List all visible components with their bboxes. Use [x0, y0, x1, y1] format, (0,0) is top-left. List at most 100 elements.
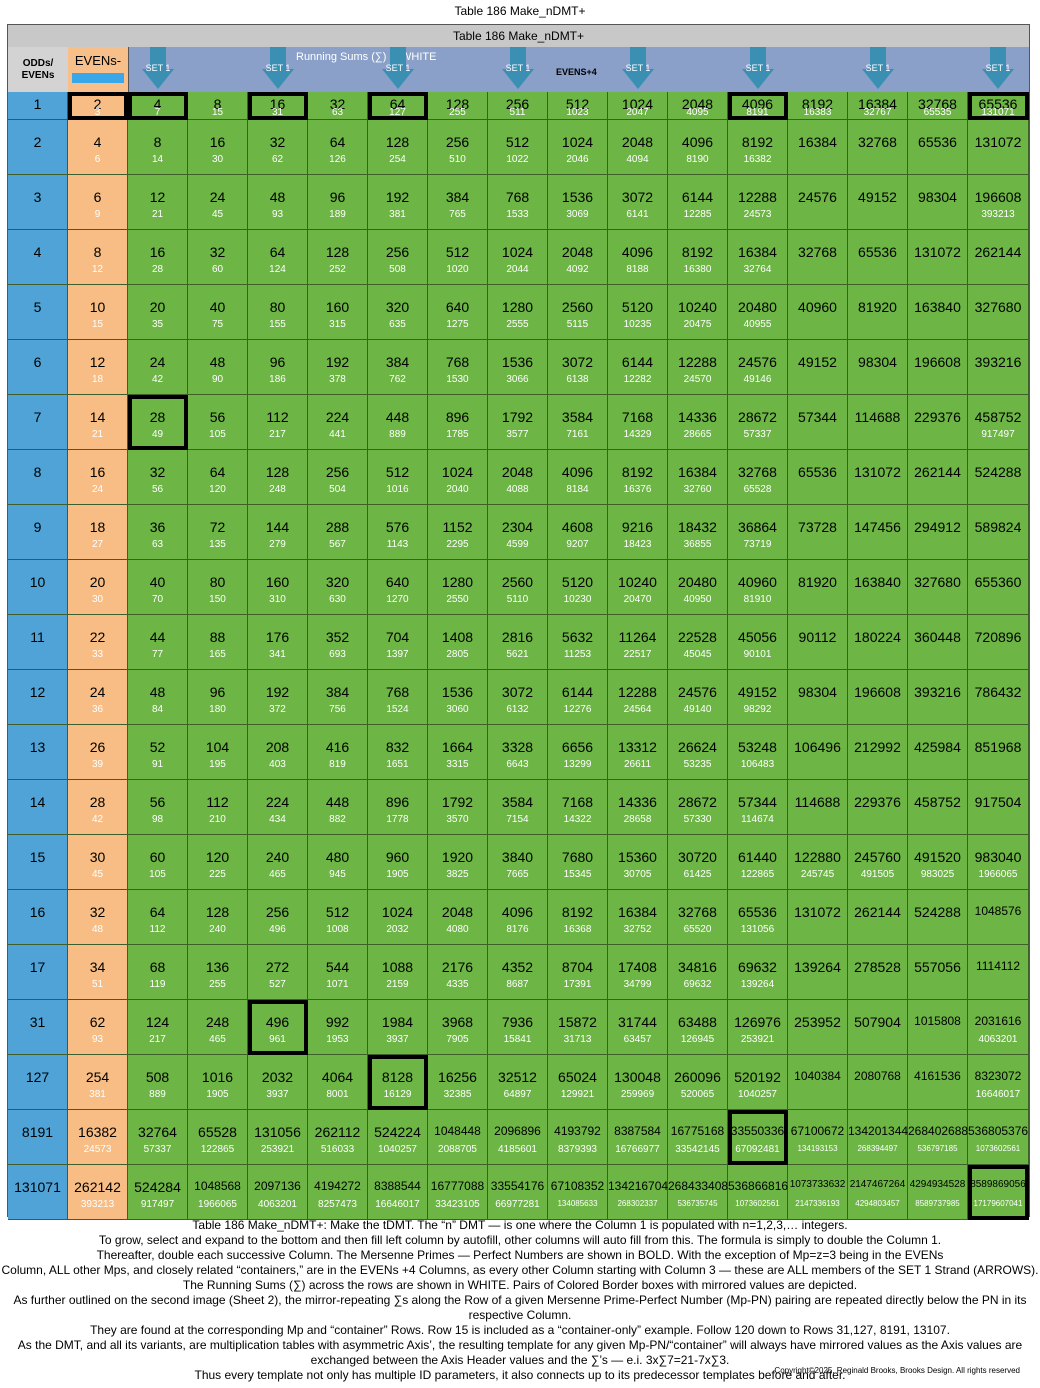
cell-value: 20480 [678, 574, 717, 590]
value-cell: 128 240 [188, 890, 248, 945]
cell-value: 4608 [561, 519, 594, 535]
running-sum: 2046 [566, 154, 589, 165]
cell-value: 32 [329, 96, 346, 112]
value-cell: 384 765 [428, 175, 488, 230]
value-cell: 128 255 [428, 92, 488, 120]
cell-value: 32768 [798, 244, 837, 260]
cell-value: 208 [265, 739, 290, 755]
running-sum: 255 [209, 979, 226, 990]
cell-value: 32768 [678, 904, 717, 920]
set1-label: SET 1 [145, 63, 171, 73]
running-sum: 2088705 [438, 1144, 477, 1155]
value-cell: 32512 64897 [488, 1055, 548, 1110]
cell-value: 65536 [798, 464, 837, 480]
running-sum: 403 [269, 759, 286, 770]
running-sum: 1778 [386, 814, 409, 825]
running-sum: 9207 [566, 539, 589, 550]
cell-value: 7168 [561, 794, 594, 810]
set1-label: SET 1 [625, 63, 651, 73]
cell-value: 768 [505, 189, 530, 205]
running-sum: 12 [91, 264, 104, 275]
cell-value: 896 [385, 794, 410, 810]
running-sum: 77 [151, 649, 164, 660]
running-sum: 3315 [446, 759, 469, 770]
value-cell: 112 217 [248, 395, 308, 450]
cell-value: 16256 [438, 1069, 477, 1085]
cell-value: 8192 [801, 96, 834, 112]
cell-value: 8704 [561, 959, 594, 975]
value-cell: 52 91 [128, 725, 188, 780]
running-sum: 1023 [566, 107, 589, 118]
value-cell: 49152 98292 [728, 670, 788, 725]
running-sum: 129921 [560, 1089, 595, 1100]
footer-line: Column, ALL other Mps, and closely relat… [1, 1263, 1039, 1277]
running-sum: 9 [94, 209, 101, 220]
cell-value: 64 [389, 96, 406, 112]
cell-value: 1984 [381, 1014, 414, 1030]
value-cell: 16384 32752 [608, 890, 668, 945]
cell-value: 20480 [738, 299, 777, 315]
value-cell: 524288 [908, 890, 968, 945]
value-cell: 720896 [968, 615, 1029, 670]
running-sum: 2032 [386, 924, 409, 935]
running-sum: 268394497 [857, 1144, 898, 1153]
running-sum: 91 [151, 759, 164, 770]
table-row: 12 24 36 48 84 96 180 192 372 384 756 768 1524 1536 30… [8, 670, 1029, 725]
cell-value: 1015808 [914, 1014, 961, 1028]
running-sum: 889 [389, 429, 406, 440]
cell-value: 8 [93, 244, 102, 260]
table-row: 8 16 24 32 56 64 120 128 248 256 504 512 1016 1024 204… [8, 450, 1029, 505]
cell-value: 224 [265, 794, 290, 810]
value-cell: 40960 81910 [728, 560, 788, 615]
even-cell: 62 93 [68, 1000, 128, 1055]
cell-value: 5120 [561, 574, 594, 590]
value-cell: 2816 5621 [488, 615, 548, 670]
value-cell: 448 889 [368, 395, 428, 450]
cell-value: 28 [149, 409, 166, 425]
cell-value: 24576 [738, 354, 777, 370]
value-cell: 5120 10230 [548, 560, 608, 615]
value-cell: 536866816 1073602561 [728, 1165, 788, 1220]
value-cell: 512 1016 [368, 450, 428, 505]
cell-value: 22528 [678, 629, 717, 645]
cell-value: 576 [385, 519, 410, 535]
cell-value: 1048568 [194, 1179, 241, 1193]
cell-value: 704 [385, 629, 410, 645]
running-sum: 3066 [506, 374, 529, 385]
value-cell: 2560 5115 [548, 285, 608, 340]
cell-value: 28672 [738, 409, 777, 425]
running-sum: 98292 [743, 704, 772, 715]
running-sum: 10230 [563, 594, 592, 605]
value-cell: 126976 253921 [728, 1000, 788, 1055]
running-sum: 127 [389, 107, 406, 118]
value-cell: 98304 [908, 175, 968, 230]
cell-value: 2147467264 [849, 1179, 906, 1190]
cell-value: 768 [385, 684, 410, 700]
running-sum: 1040257 [378, 1144, 417, 1155]
value-cell: 2048 4092 [548, 230, 608, 285]
value-cell: 1920 3825 [428, 835, 488, 890]
cell-value: 49152 [738, 684, 777, 700]
running-sum: 1016 [386, 484, 409, 495]
value-cell: 512 1023 [548, 92, 608, 120]
value-cell: 3072 6141 [608, 175, 668, 230]
cell-value: 224 [325, 409, 350, 425]
running-sum: 2040 [446, 484, 469, 495]
value-cell: 16384 [788, 120, 848, 175]
set1-label: SET 1 [745, 63, 771, 73]
set1-arrow-icon: SET 1 [260, 47, 296, 91]
running-sum: 8687 [506, 979, 529, 990]
running-sum: 131056 [740, 924, 775, 935]
cell-value: 131072 [914, 244, 961, 260]
running-sum: 16382 [743, 154, 772, 165]
cell-value: 12 [29, 684, 46, 700]
cell-value: 68 [149, 959, 166, 975]
cell-value: 32768 [918, 96, 957, 112]
value-cell: 3584 7154 [488, 780, 548, 835]
cell-value: 1536 [561, 189, 594, 205]
cell-value: 1280 [501, 299, 534, 315]
cell-value: 16 [209, 134, 226, 150]
running-sum: 65528 [743, 484, 772, 495]
value-cell: 320 630 [308, 560, 368, 615]
running-sum: 139264 [740, 979, 775, 990]
